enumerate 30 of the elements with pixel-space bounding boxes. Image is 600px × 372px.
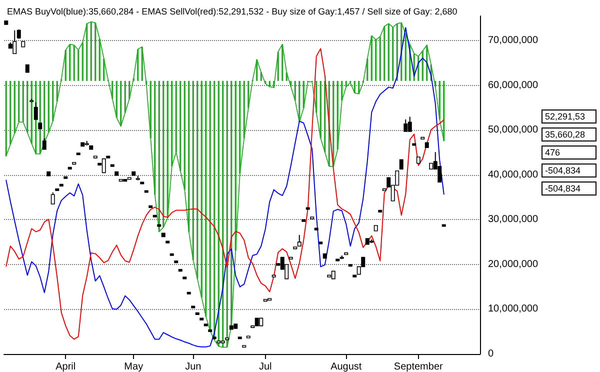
x-tick-label: September — [394, 362, 444, 372]
y-tick-label: 60,000,000 — [488, 80, 538, 91]
x-tick-label: April — [56, 362, 76, 372]
x-tick-label: Jul — [258, 362, 272, 372]
candlestick — [42, 138, 46, 150]
candlestick — [16, 28, 21, 40]
candlestick — [297, 234, 302, 247]
candlestick — [12, 30, 17, 54]
x-tick-label: Jun — [185, 362, 202, 372]
y-tick-label: 40,000,000 — [488, 169, 538, 180]
x-tick-label: May — [124, 362, 144, 372]
chart-title: EMAS BuyVol(blue):35,660,284 - EMAS SellVol(red):52,291,532 - Buy size of Gay:1,457 / Sell size of Gay: 2,680 — [7, 6, 458, 16]
y-tick-label: 20,000,000 — [488, 258, 538, 270]
y-tick-label: 0 — [488, 348, 494, 360]
y-tick-label: 50,000,000 — [488, 124, 538, 136]
candlestick — [102, 158, 106, 174]
text: 35,660,28 — [545, 130, 586, 140]
text: 476 — [545, 148, 560, 158]
candlestick — [408, 116, 412, 132]
y-tick-label: 30,000,000 — [488, 214, 538, 226]
candlestick — [404, 118, 408, 132]
candlestick — [399, 159, 404, 170]
y-tick-label: 70,000,000 — [488, 35, 538, 46]
text: -504,834 — [545, 184, 581, 194]
y-tick-label: 10,000,000 — [488, 304, 538, 315]
candlestick — [34, 102, 38, 120]
text: -504,834 — [545, 166, 581, 176]
candlestick — [50, 192, 55, 205]
x-tick-label: August — [330, 362, 362, 372]
text: 52,291,53 — [545, 112, 586, 122]
